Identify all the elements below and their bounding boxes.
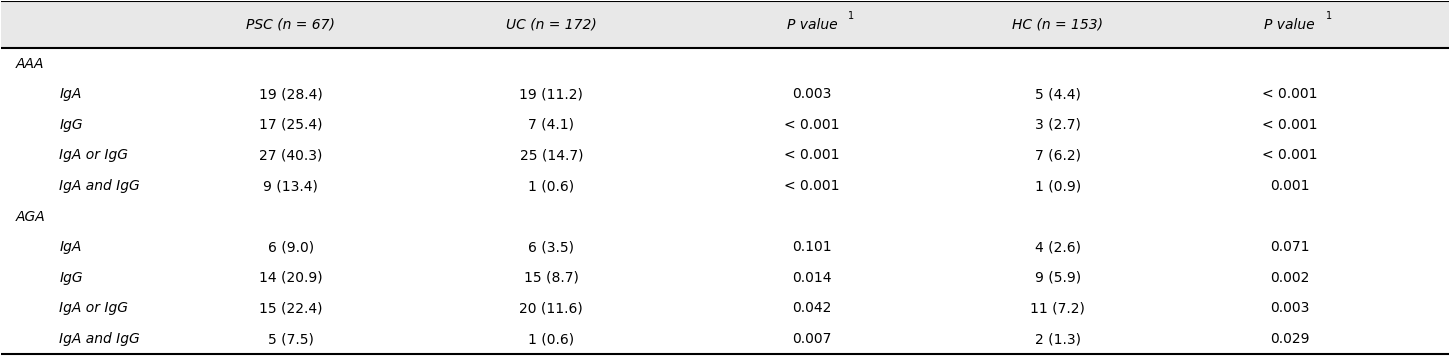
Text: 15 (8.7): 15 (8.7) [523,271,579,285]
Text: IgA and IgG: IgA and IgG [59,332,141,346]
Text: 1 (0.9): 1 (0.9) [1035,179,1080,193]
Text: PSC (n = 67): PSC (n = 67) [247,18,335,32]
Text: 27 (40.3): 27 (40.3) [260,148,322,162]
Text: AGA: AGA [16,209,45,224]
Text: 0.007: 0.007 [792,332,831,346]
Text: 6 (9.0): 6 (9.0) [268,240,313,254]
Text: 4 (2.6): 4 (2.6) [1035,240,1080,254]
Text: 0.101: 0.101 [792,240,832,254]
Text: 9 (5.9): 9 (5.9) [1035,271,1080,285]
Text: 0.001: 0.001 [1270,179,1309,193]
Text: 17 (25.4): 17 (25.4) [260,118,322,132]
Text: 3 (2.7): 3 (2.7) [1035,118,1080,132]
FancyBboxPatch shape [1,293,1449,324]
Text: HC (n = 153): HC (n = 153) [1012,18,1103,32]
Text: < 0.001: < 0.001 [784,148,840,162]
Text: 1 (0.6): 1 (0.6) [528,179,574,193]
FancyBboxPatch shape [1,140,1449,171]
Text: 1 (0.6): 1 (0.6) [528,332,574,346]
Text: 19 (28.4): 19 (28.4) [260,87,323,101]
Text: 11 (7.2): 11 (7.2) [1031,302,1085,315]
Text: 19 (11.2): 19 (11.2) [519,87,583,101]
Text: IgG: IgG [59,271,83,285]
Text: 9 (13.4): 9 (13.4) [264,179,318,193]
Text: 0.029: 0.029 [1270,332,1309,346]
Text: UC (n = 172): UC (n = 172) [506,18,597,32]
Text: 1: 1 [848,11,854,21]
Text: 0.071: 0.071 [1270,240,1309,254]
Text: 0.014: 0.014 [792,271,832,285]
Text: IgA: IgA [59,240,81,254]
Text: P value: P value [1264,18,1315,32]
Text: 0.003: 0.003 [1270,302,1309,315]
Text: 0.003: 0.003 [792,87,831,101]
Text: 5 (4.4): 5 (4.4) [1035,87,1080,101]
Text: 25 (14.7): 25 (14.7) [519,148,583,162]
Text: AAA: AAA [16,57,45,70]
Text: 6 (3.5): 6 (3.5) [528,240,574,254]
FancyBboxPatch shape [1,171,1449,201]
FancyBboxPatch shape [1,324,1449,354]
Text: 20 (11.6): 20 (11.6) [519,302,583,315]
Text: 7 (4.1): 7 (4.1) [528,118,574,132]
Text: < 0.001: < 0.001 [784,179,840,193]
Text: 0.002: 0.002 [1270,271,1309,285]
FancyBboxPatch shape [1,201,1449,232]
Text: 15 (22.4): 15 (22.4) [260,302,322,315]
Text: IgA or IgG: IgA or IgG [59,302,128,315]
Text: < 0.001: < 0.001 [784,118,840,132]
Text: IgA: IgA [59,87,81,101]
FancyBboxPatch shape [1,232,1449,262]
FancyBboxPatch shape [1,48,1449,79]
Text: 2 (1.3): 2 (1.3) [1035,332,1080,346]
Text: < 0.001: < 0.001 [1262,118,1317,132]
Text: IgA and IgG: IgA and IgG [59,179,141,193]
Text: 14 (20.9): 14 (20.9) [260,271,323,285]
Text: < 0.001: < 0.001 [1262,87,1317,101]
FancyBboxPatch shape [1,1,1449,48]
Text: IgG: IgG [59,118,83,132]
FancyBboxPatch shape [1,110,1449,140]
FancyBboxPatch shape [1,262,1449,293]
Text: < 0.001: < 0.001 [1262,148,1317,162]
Text: 7 (6.2): 7 (6.2) [1035,148,1080,162]
FancyBboxPatch shape [1,79,1449,110]
Text: P value: P value [786,18,837,32]
Text: 0.042: 0.042 [792,302,831,315]
Text: IgA or IgG: IgA or IgG [59,148,128,162]
Text: 1: 1 [1325,11,1331,21]
Text: 5 (7.5): 5 (7.5) [268,332,313,346]
